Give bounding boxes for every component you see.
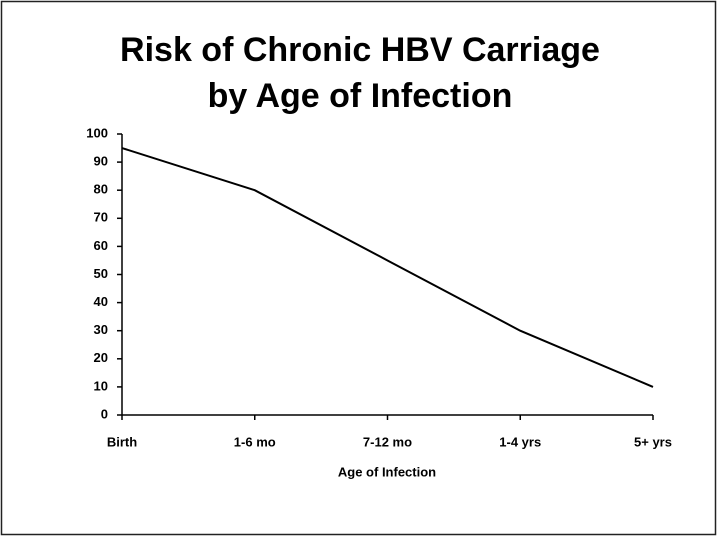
- y-tick-label: 40: [94, 294, 108, 309]
- x-tick-label: 5+ yrs: [634, 434, 672, 449]
- chart-title: by Age of Infection: [208, 77, 513, 115]
- y-tick-label: 0: [101, 406, 108, 421]
- y-tick-label: 70: [94, 210, 108, 225]
- x-tick-label: 1-4 yrs: [499, 434, 541, 449]
- y-tick-label: 60: [94, 238, 108, 253]
- y-tick-label: 90: [94, 154, 108, 169]
- y-tick-label: 80: [94, 182, 108, 197]
- y-tick-label: 30: [94, 322, 108, 337]
- chart-title: Risk of Chronic HBV Carriage: [120, 31, 600, 69]
- x-tick-label: Birth: [107, 434, 137, 449]
- y-tick-label: 50: [94, 266, 108, 281]
- x-axis-label: Age of Infection: [338, 464, 436, 479]
- y-tick-label: 10: [94, 378, 108, 393]
- y-tick-label: 20: [94, 350, 108, 365]
- x-tick-label: 7-12 mo: [363, 434, 412, 449]
- y-tick-label: 100: [86, 125, 108, 140]
- data-line: [121, 147, 654, 388]
- x-tick-label: 1-6 mo: [234, 434, 276, 449]
